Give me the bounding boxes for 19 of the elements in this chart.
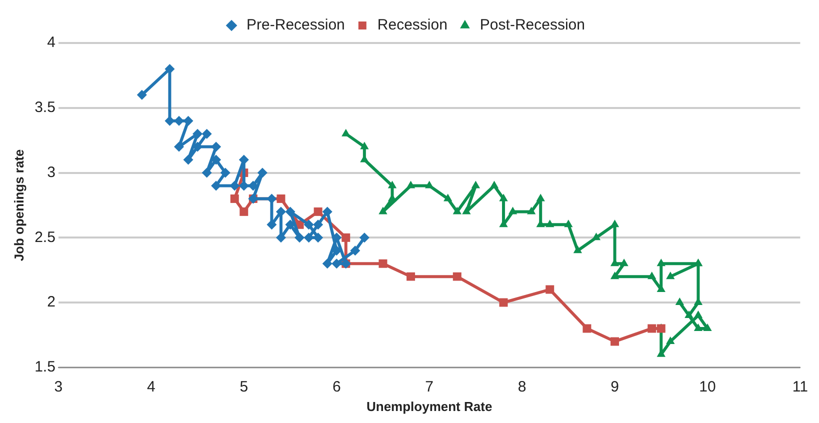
y-tick-label: 3.5	[34, 99, 56, 116]
legend-label: Recession	[377, 16, 448, 34]
x-tick-label: 6	[332, 378, 341, 396]
x-tick-label: 5	[240, 378, 248, 396]
legend-label: Post-Recession	[480, 16, 585, 34]
x-tick-label: 4	[147, 378, 156, 396]
x-tick-label: 10	[699, 378, 716, 396]
y-tick-label: 2	[47, 294, 56, 311]
x-tick-label: 11	[792, 378, 808, 396]
y-tick-label: 3	[47, 164, 56, 181]
x-tick-label: 7	[425, 378, 434, 396]
y-tick-label: 2.5	[34, 228, 56, 246]
x-axis-title: Unemployment Rate	[366, 398, 492, 414]
legend-label: Pre-Recession	[246, 16, 345, 34]
y-axis-title: Job openings rate	[11, 149, 26, 262]
y-tick-label: 4	[47, 34, 56, 52]
x-tick-label: 8	[518, 378, 526, 396]
x-tick-label: 9	[610, 378, 619, 396]
y-tick-label: 1.5	[34, 358, 56, 376]
